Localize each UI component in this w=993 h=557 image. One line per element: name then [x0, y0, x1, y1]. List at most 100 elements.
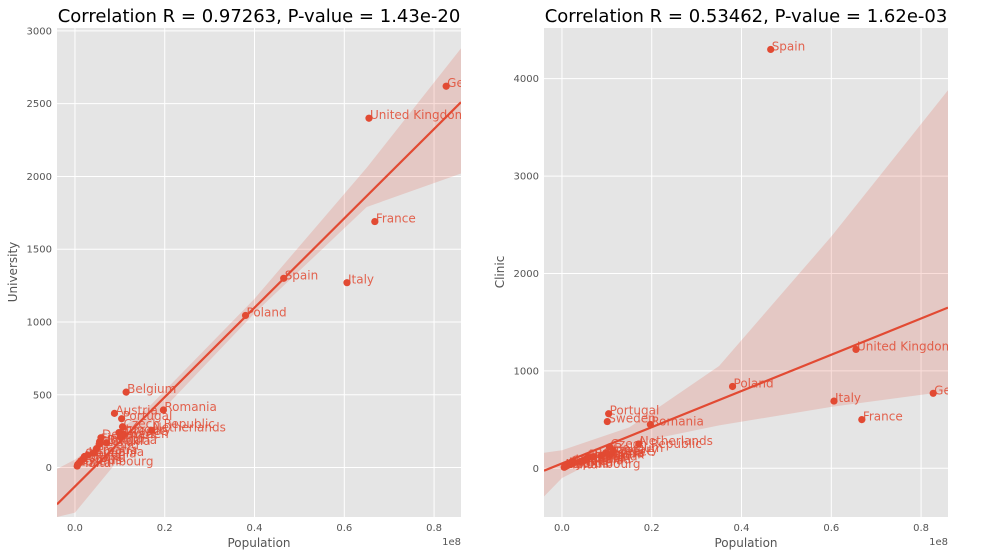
y-tick-label: 2500 [27, 99, 52, 110]
data-point [830, 397, 838, 405]
data-point [858, 415, 866, 424]
chart-panel-clinic: Spain United Kingdom Poland Germany Italy Por… [493, 6, 989, 550]
point-label: Ireland [98, 439, 140, 453]
x-tick-label: 0.6 [336, 523, 352, 534]
point-label: Bulgaria [594, 447, 644, 461]
confidence-band [57, 48, 461, 517]
x-tick-label: 0.6 [823, 523, 839, 534]
point-label: Lithuania [576, 452, 632, 466]
data-point [767, 45, 775, 54]
x-tick-label: 0.0 [67, 523, 83, 534]
point-label: Sweden [121, 427, 168, 441]
y-tick-label: 2000 [27, 172, 52, 183]
point-label: Luxembourg [566, 457, 641, 471]
x-tick-label: 0.4 [247, 523, 263, 534]
data-point [929, 389, 937, 397]
point-label: Slovenia [85, 447, 136, 461]
point-label: United Kingdom [370, 108, 466, 122]
point-label: Austria [602, 446, 644, 460]
data-point [159, 406, 167, 414]
chart-title: Correlation R = 0.97263, P-value = 1.43e… [58, 6, 461, 27]
data-point [241, 311, 250, 320]
point-label: Poland [734, 376, 774, 390]
point-label: Slovakia [100, 434, 150, 448]
point-label: Lithuania [89, 445, 145, 459]
point-label: Luxembourg [79, 455, 154, 469]
point-label: Denmark [102, 428, 157, 442]
data-point [148, 426, 156, 435]
point-label: Netherlands [153, 420, 226, 434]
data-point [118, 423, 127, 431]
x-tick-label: 0.8 [426, 523, 442, 534]
y-axis-label: Clinic [493, 256, 507, 289]
point-label: Finland [588, 449, 631, 463]
x-tick-label: 0.8 [913, 523, 929, 534]
plot-area [544, 28, 948, 517]
plot-content: Spain United Kingdom Poland Germany Italy Por… [544, 39, 989, 497]
point-label: Romania [164, 400, 216, 414]
chart-title: Correlation R = 0.53462, P-value = 1.62e… [545, 6, 948, 27]
y-axis-label: University [6, 242, 20, 303]
x-axis-label: Population [714, 536, 777, 550]
data-point [371, 217, 379, 226]
data-point [560, 463, 568, 471]
y-tick-label: 2000 [514, 269, 539, 280]
point-label: France [863, 410, 903, 424]
x-tick-label: 0.2 [644, 523, 660, 534]
y-tick-label: 3000 [514, 172, 539, 183]
y-tick-label: 0 [533, 464, 539, 475]
point-label: Austria [115, 403, 157, 417]
point-label: Finland [101, 432, 144, 446]
point-label: Malta [78, 456, 111, 470]
point-label: Malta [565, 457, 598, 471]
point-label: Czech Republic [611, 437, 702, 451]
y-tick-label: 0 [46, 463, 52, 474]
point-label: Sweden [608, 412, 655, 426]
data-point [728, 382, 737, 391]
data-point [110, 409, 119, 417]
x-tick-label: 0.2 [157, 523, 173, 534]
gridlines [57, 28, 461, 517]
point-label: Germany [934, 383, 989, 397]
x-tick-label: 0.0 [554, 523, 570, 534]
point-label: Greece [611, 445, 654, 459]
chart-panel-university: Germany United Kingdom France Spain Italy Pol… [6, 6, 502, 550]
data-point [852, 345, 860, 354]
point-label: Germany [447, 76, 502, 90]
x-scale-label: 1e8 [929, 537, 948, 548]
data-point [343, 279, 351, 287]
data-point [122, 388, 130, 396]
y-tick-label: 1000 [27, 317, 52, 328]
point-label: Latvia [84, 449, 121, 463]
point-label: Spain [772, 39, 806, 53]
data-point [280, 274, 288, 282]
point-label: Italy [835, 391, 861, 405]
point-label: United Kingdom [857, 339, 953, 353]
data-point [646, 420, 654, 429]
point-label: Latvia [571, 454, 608, 468]
data-point [73, 462, 81, 470]
point-label: Cyprus [80, 453, 122, 467]
point-label: Bulgaria [107, 433, 157, 447]
point-label: Portugal [610, 404, 660, 418]
regression-line [544, 306, 948, 472]
point-label: France [376, 212, 416, 226]
point-label: Belgium [614, 441, 663, 455]
point-label: Greece [124, 424, 167, 438]
point-label: Poland [247, 305, 287, 319]
data-point [118, 415, 126, 423]
point-label: Slovenia [572, 453, 623, 467]
data-point [603, 417, 611, 426]
data-point [606, 451, 615, 459]
point-label: Denmark [589, 448, 644, 462]
y-tick-label: 1500 [27, 245, 52, 256]
x-axis-label: Population [227, 536, 290, 550]
plot-content: Germany United Kingdom France Spain Italy Pol… [57, 48, 502, 517]
point-label: Czech Republic [124, 417, 215, 431]
point-label: Hungary [607, 443, 658, 457]
point-label: Hungary [120, 423, 171, 437]
gridlines [544, 28, 948, 517]
y-tick-label: 500 [33, 390, 52, 401]
point-label: Netherlands [640, 434, 713, 448]
